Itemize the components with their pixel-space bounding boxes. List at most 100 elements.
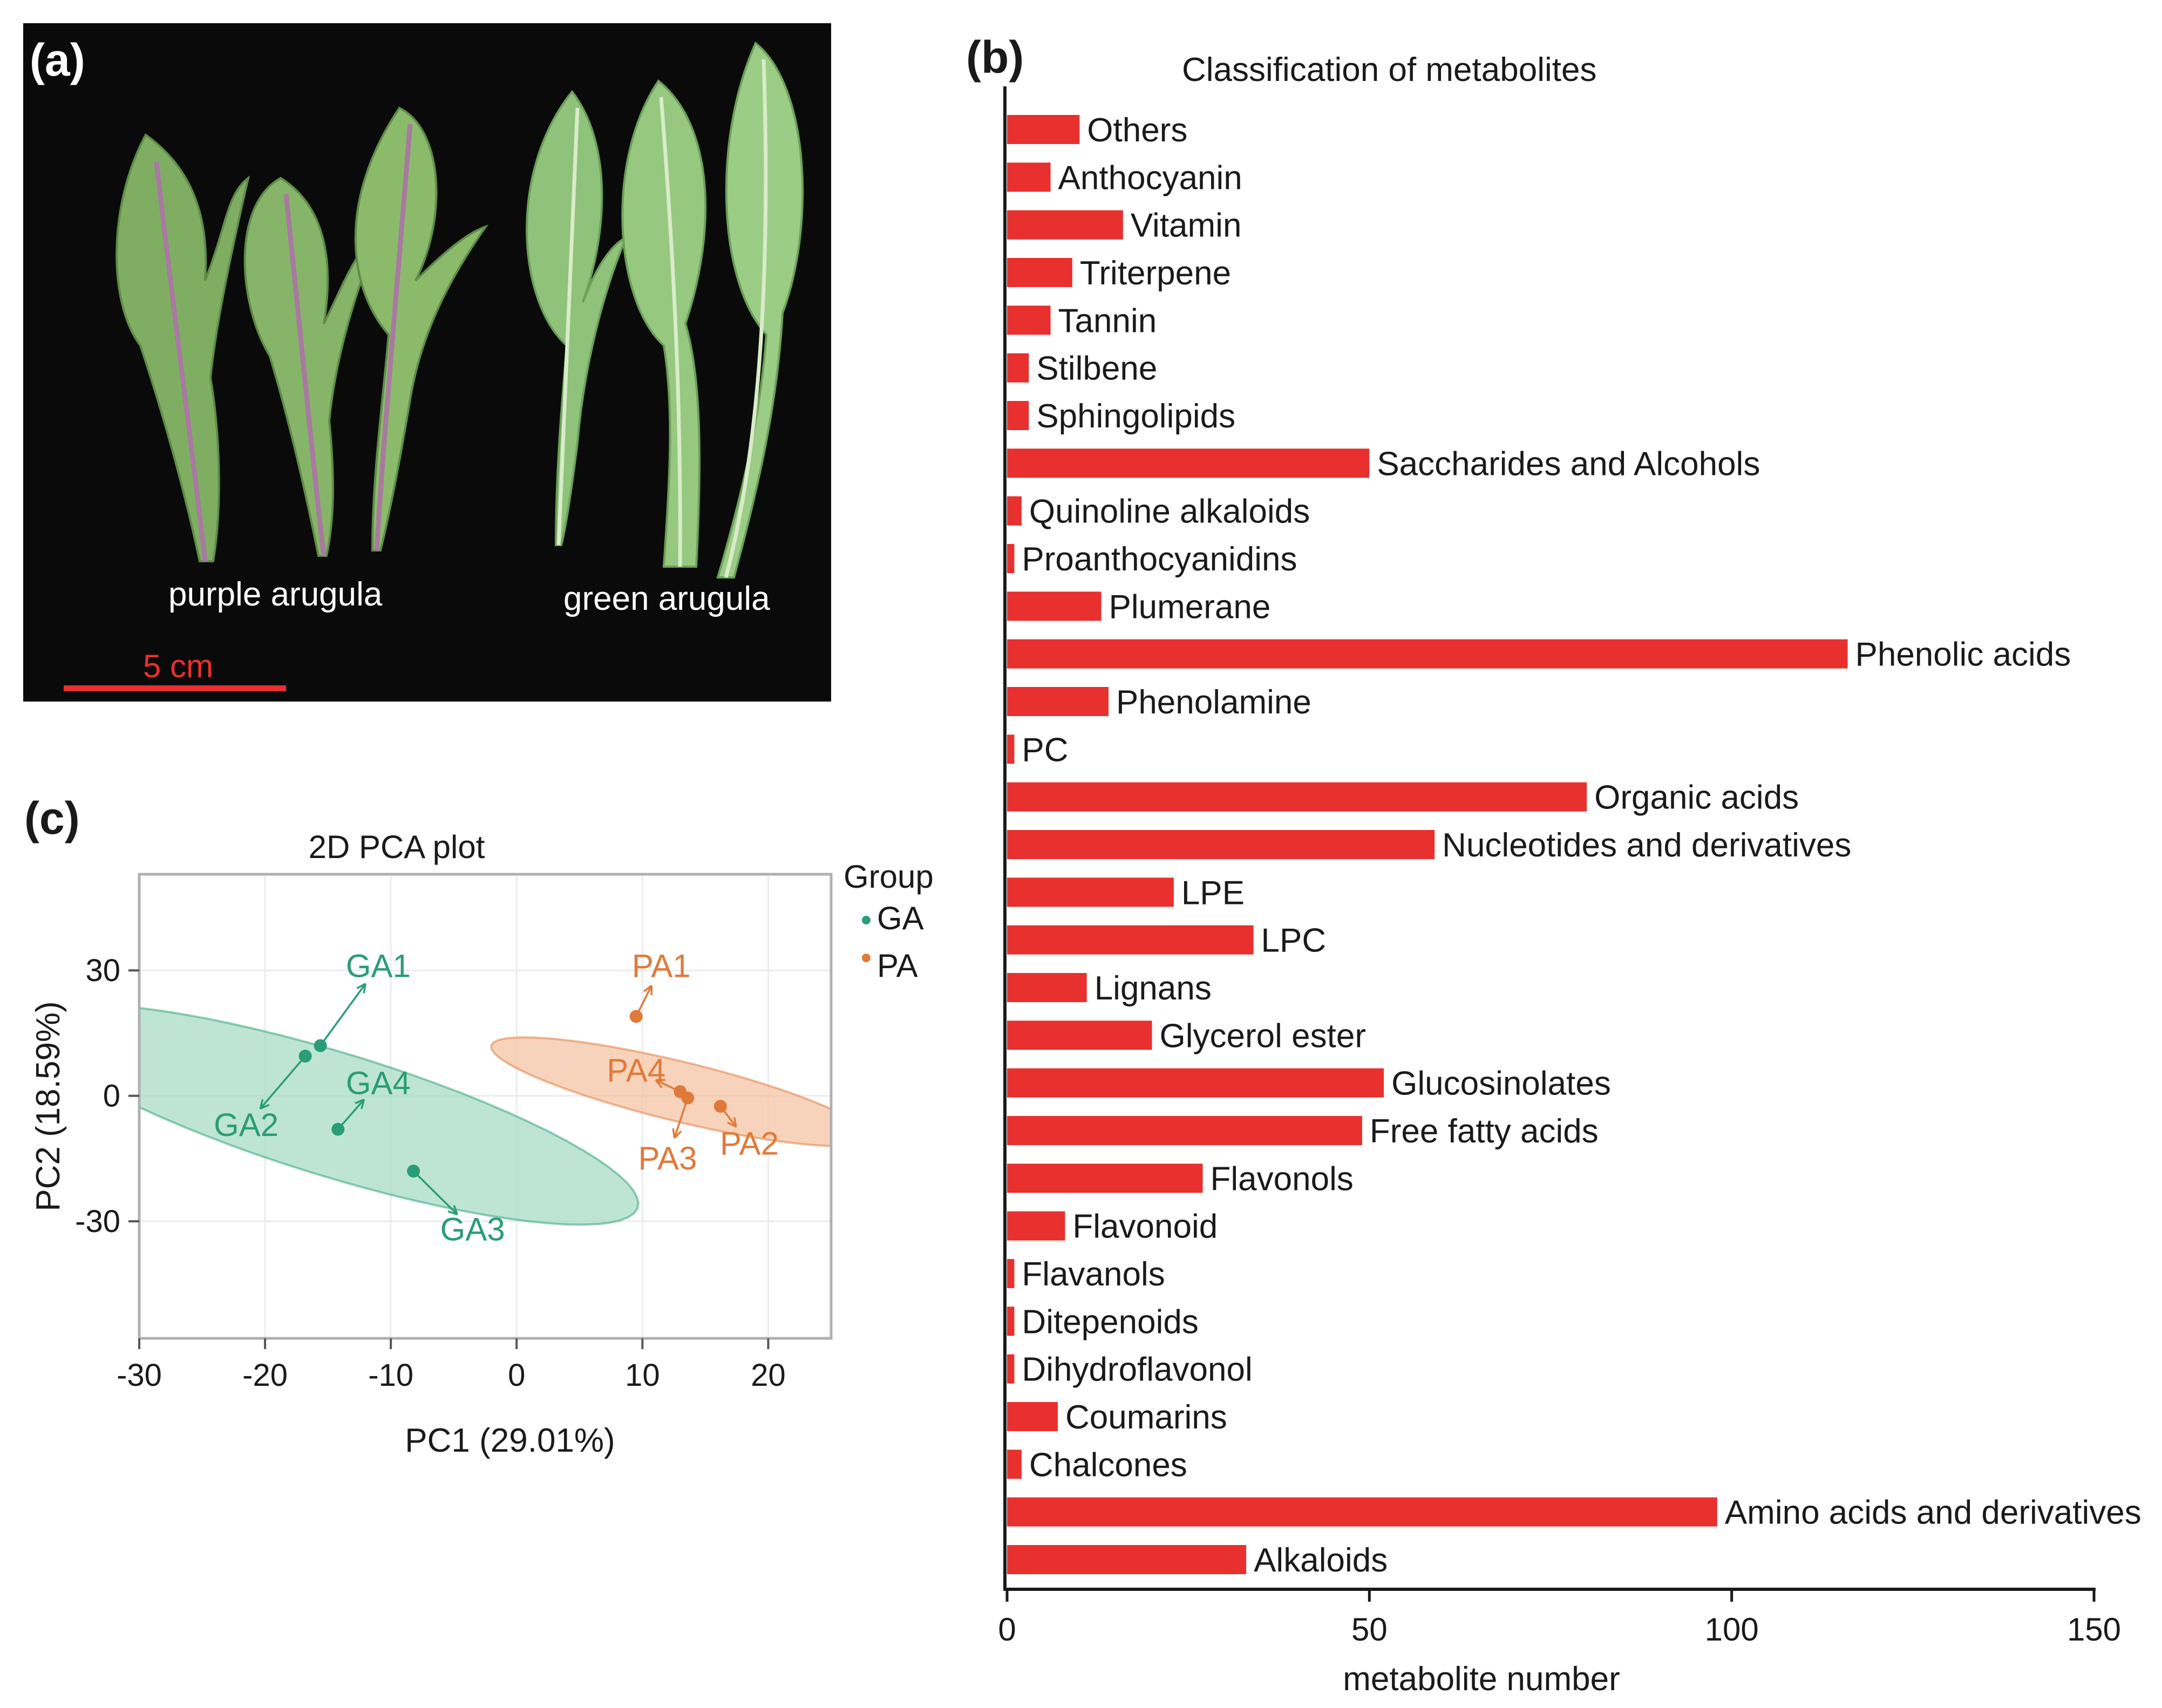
arrowhead-pa1 — [643, 984, 653, 996]
bar-label-lignans: Lignans — [1094, 970, 1212, 1007]
ellipse-pa — [490, 1036, 831, 1147]
bar-free-fatty-acids — [1007, 1116, 1362, 1145]
bar-proanthocyanidins — [1007, 544, 1015, 573]
bar-pc — [1007, 734, 1015, 764]
bar-label-pc: PC — [1022, 731, 1068, 768]
pca-y-tick-label--30: -30 — [75, 1204, 120, 1239]
leaf-purple-3-vein — [374, 124, 413, 551]
panel-a: (a) purple arugula green arugula 5 cm — [23, 23, 831, 702]
bar-stilbene — [1007, 353, 1029, 383]
bar-sphingolipids — [1007, 401, 1029, 430]
bar-flavonols — [1007, 1163, 1203, 1193]
pca-x-axis-label: PC1 (29.01%) — [405, 1422, 615, 1459]
pca-legend: Group GA PA — [844, 859, 934, 984]
bar-flavonoid — [1007, 1211, 1065, 1241]
pca-y-axis-label: PC2 (18.59%) — [30, 1001, 67, 1211]
bar-label-quinoline-alkaloids: Quinoline alkaloids — [1029, 493, 1310, 530]
bar-lignans — [1007, 973, 1087, 1002]
pca-x-tick-label--30: -30 — [117, 1358, 162, 1393]
leaf-purple-2-vein — [283, 194, 327, 556]
bar-label-dihydroflavonol: Dihydroflavonol — [1022, 1351, 1252, 1389]
bar-label-alkaloids: Alkaloids — [1254, 1542, 1388, 1579]
bar-label-glucosinolates: Glucosinolates — [1391, 1065, 1611, 1103]
leaf-green-1-vein — [556, 107, 580, 546]
leaf-green-3-vein — [724, 59, 768, 578]
bar-lpc — [1007, 925, 1254, 955]
arrow-ga2 — [259, 1055, 307, 1110]
bar-glycerol-ester — [1007, 1020, 1152, 1050]
scale-bar — [64, 685, 286, 691]
bar-amino-acids-and-derivatives — [1007, 1497, 1717, 1527]
point-ga1 — [314, 1039, 327, 1052]
pca-y-tick-label-0: 0 — [103, 1079, 120, 1114]
point-pa2 — [713, 1100, 727, 1113]
legend-label-ga: GA — [877, 900, 924, 936]
pca-points — [298, 1010, 727, 1178]
purple-arugula-leaves — [115, 106, 489, 562]
bar-others — [1007, 115, 1080, 144]
leaf-purple-1 — [115, 133, 250, 562]
leaf-green-3 — [716, 41, 804, 579]
label-ga3: GA3 — [440, 1212, 505, 1248]
legend-label-pa: PA — [877, 948, 918, 984]
x-tick-label-50: 50 — [1351, 1611, 1388, 1648]
bar-label-flavonols: Flavonols — [1211, 1160, 1354, 1197]
pca-point-labels: GA1 GA2 GA4 GA3 PA1 PA4 PA3 PA2 — [214, 948, 779, 1247]
bar-ditepenoids — [1007, 1306, 1015, 1336]
panel-label-b: (b) — [966, 32, 1024, 83]
point-ga4 — [331, 1122, 345, 1136]
point-ga2 — [298, 1050, 312, 1063]
bar-label-phenolic-acids: Phenolic acids — [1855, 636, 2071, 673]
bar-chart-x-axis-label: metabolite number — [1343, 1661, 1620, 1698]
bar-label-phenolamine: Phenolamine — [1116, 684, 1311, 721]
point-pa1 — [629, 1010, 643, 1023]
leaf-purple-1-vein — [154, 161, 208, 562]
bar-nucleotides-and-derivatives — [1007, 830, 1435, 859]
label-pa3: PA3 — [638, 1140, 697, 1176]
arrowhead-ga1 — [356, 983, 367, 994]
caption-purple-arugula: purple arugula — [168, 576, 383, 613]
leaf-purple-3 — [354, 106, 489, 552]
label-pa4: PA4 — [607, 1052, 665, 1088]
bar-label-coumarins: Coumarins — [1065, 1399, 1227, 1436]
bar-label-saccharides-and-alcohols: Saccharides and Alcohols — [1377, 445, 1760, 482]
arrowhead-pa2 — [727, 1117, 737, 1128]
pca-x-tick-label-10: 10 — [625, 1358, 660, 1393]
bar-label-plumerane: Plumerane — [1109, 588, 1271, 625]
bar-label-sphingolipids: Sphingolipids — [1036, 398, 1235, 435]
bar-triterpene — [1007, 258, 1072, 287]
pca-x-tick-label--20: -20 — [242, 1358, 288, 1393]
pca-axis-ticks: -30 -20 -10 0 10 20 30 0 -30 — [75, 953, 786, 1393]
bar-chalcones — [1007, 1450, 1022, 1479]
arrowhead-pa4 — [655, 1079, 665, 1088]
label-ga1: GA1 — [346, 948, 411, 984]
bar-label-tannin: Tannin — [1058, 302, 1157, 339]
bar-vitamin — [1007, 210, 1123, 240]
panel-b: (b) Classification of metabolites Others… — [966, 32, 2141, 1698]
bar-coumarins — [1007, 1402, 1058, 1431]
bar-label-others: Others — [1087, 112, 1187, 149]
leaf-purple-2 — [243, 176, 380, 557]
label-ga4: GA4 — [346, 1065, 411, 1101]
arrow-ga4 — [337, 1099, 365, 1130]
bar-label-flavonoid: Flavonoid — [1072, 1208, 1218, 1246]
pca-x-tick-label-20: 20 — [751, 1358, 786, 1393]
arrowhead-ga4 — [355, 1098, 365, 1110]
bar-glucosinolates — [1007, 1068, 1384, 1098]
bar-label-chalcones: Chalcones — [1029, 1446, 1187, 1484]
pca-ellipses — [139, 1006, 831, 1226]
leaf-green-2-vein — [659, 97, 682, 567]
bar-phenolamine — [1007, 687, 1109, 716]
point-pa3 — [681, 1091, 695, 1105]
pca-plot-frame — [138, 873, 833, 1340]
bar-label-flavanols: Flavanols — [1022, 1256, 1165, 1293]
point-ga3 — [407, 1165, 420, 1178]
caption-green-arugula: green arugula — [563, 580, 770, 617]
bar-label-amino-acids-and-derivatives: Amino acids and derivatives — [1725, 1494, 2141, 1532]
arrowhead-ga3 — [447, 1205, 458, 1216]
pca-y-tick-label-30: 30 — [85, 953, 120, 988]
scale-bar-label: 5 cm — [143, 648, 213, 684]
bar-label-triterpene: Triterpene — [1080, 255, 1231, 292]
